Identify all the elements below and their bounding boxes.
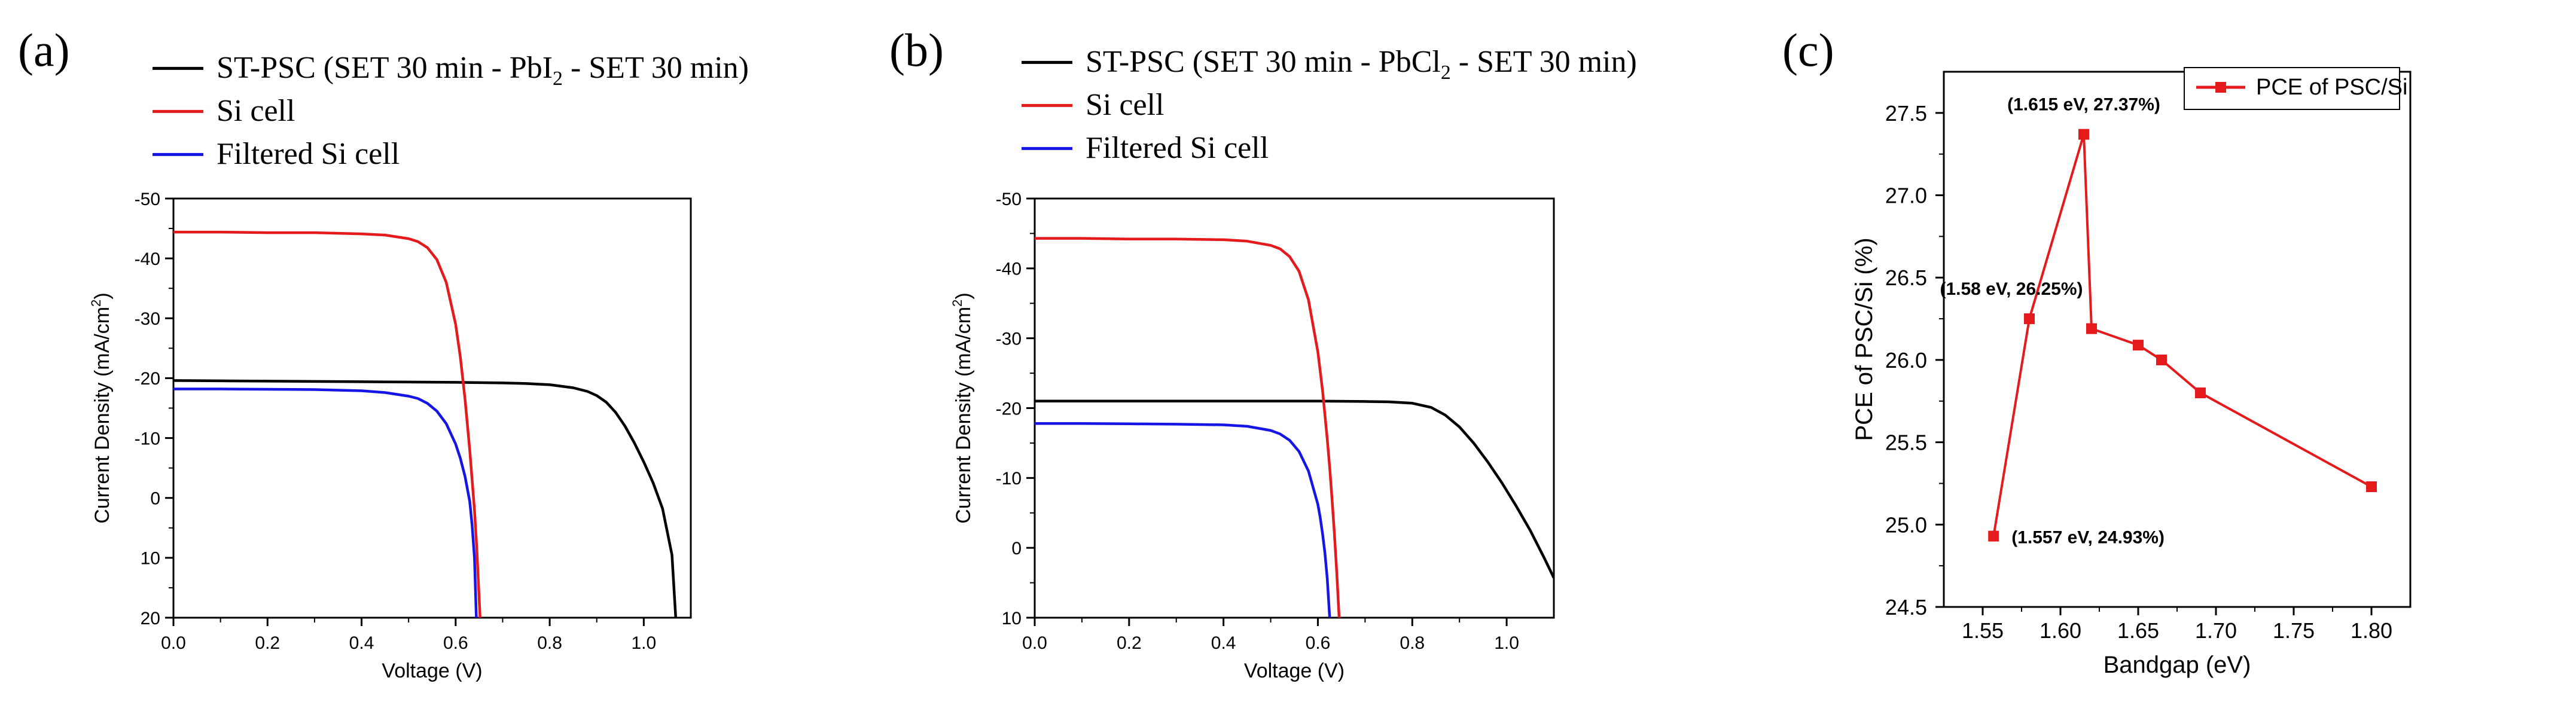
- legend-label: ST-PSC (SET 30 min - PbI2 - SET 30 min): [217, 51, 749, 90]
- legend-label-text: Si cell: [1086, 88, 1164, 122]
- x-tick-label: 0.6: [1306, 633, 1331, 653]
- y-axis-label: PCE of PSC/Si (%): [1851, 237, 1877, 441]
- y-tick-label: -20: [996, 399, 1022, 419]
- y-axis-label-end: ): [91, 292, 114, 299]
- y-axis-label-superscript: 2: [89, 300, 103, 307]
- data-point: [2195, 387, 2206, 398]
- chart-panel-0: (a) 0.0 0.2 0.4 0.6 0.8 1.0 -50 -40 -30 -20 -10 0 10 2…: [18, 24, 749, 682]
- legend-label: Filtered Si cell: [217, 137, 400, 171]
- legend-label: Si cell: [1086, 88, 1164, 122]
- y-axis-label-text: Current Density (mA/cm: [91, 307, 114, 524]
- x-axis-label: Voltage (V): [1244, 660, 1345, 682]
- legend-label-text: ST-PSC (SET 30 min - PbI: [217, 51, 553, 85]
- data-label: (1.557 eV, 24.93%): [2011, 528, 2165, 548]
- legend-marker: [2215, 82, 2226, 93]
- data-label: (1.615 eV, 27.37%): [2007, 95, 2160, 115]
- legend-label-text: Filtered Si cell: [1086, 131, 1269, 165]
- y-tick-label: 20: [141, 609, 160, 628]
- series-line-0: [1992, 133, 2372, 536]
- chart-panel-1: (b) 0.0 0.2 0.4 0.6 0.8 1.0 -50 -40 -30 -20 -10 0 10 V…: [889, 24, 1637, 682]
- data-point: [2366, 481, 2377, 492]
- x-tick-label: 1.60: [2040, 618, 2081, 643]
- data-point: [2133, 340, 2144, 351]
- y-tick-label: 24.5: [1885, 595, 1927, 619]
- legend-label-subscript: 2: [1441, 62, 1451, 84]
- y-tick-label: 10: [1002, 609, 1022, 628]
- y-axis-label: Current Density (mA/cm2): [950, 292, 975, 523]
- y-tick-label: 27.0: [1885, 183, 1927, 207]
- x-tick-label: 0.4: [349, 633, 374, 653]
- panel-label: (a): [18, 24, 70, 76]
- y-tick-label: -10: [996, 469, 1022, 489]
- panel-label: (c): [1782, 24, 1834, 76]
- x-tick-label: 1.70: [2195, 618, 2237, 643]
- legend-label: PCE of PSC/Si: [2256, 75, 2407, 100]
- legend-label: Filtered Si cell: [1086, 131, 1269, 165]
- x-tick-label: 1.0: [632, 633, 657, 653]
- series-line-2: [173, 387, 478, 618]
- x-axis-label: Voltage (V): [382, 660, 482, 682]
- x-tick-label: 1.65: [2117, 618, 2159, 643]
- y-tick-label: -40: [996, 260, 1022, 279]
- chart-panel-2: (c) 1.55 1.60 1.65 1.70 1.75 1.80 24.5 25.0 25.5 2…: [1782, 24, 2412, 678]
- data-point: [2086, 323, 2097, 334]
- y-tick-label: -50: [996, 190, 1022, 209]
- y-tick-label: -30: [135, 309, 160, 329]
- plot-frame: [1943, 71, 2412, 608]
- legend-label-tail: - SET 30 min): [1451, 45, 1637, 79]
- x-tick-label: 0.8: [537, 633, 562, 653]
- legend-label-text: Filtered Si cell: [217, 137, 400, 171]
- x-tick-label: 0.0: [1022, 633, 1047, 653]
- series-line-1: [1035, 237, 1341, 618]
- y-tick-label: -10: [135, 429, 160, 448]
- x-tick-label: 1.0: [1494, 633, 1519, 653]
- legend-label-text: Si cell: [217, 94, 295, 128]
- data-point: [2156, 354, 2167, 365]
- x-tick-label: 0.2: [1117, 633, 1142, 653]
- x-tick-label: 0.8: [1400, 633, 1425, 653]
- series-line-1: [173, 230, 481, 618]
- series-line-0: [1035, 399, 1554, 579]
- x-tick-label: 1.55: [1962, 618, 2004, 643]
- y-axis-label-text: Current Density (mA/cm: [952, 307, 975, 524]
- data-point: [2078, 129, 2089, 140]
- data-point: [2024, 313, 2035, 325]
- legend-label-text: ST-PSC (SET 30 min - PbCl: [1086, 45, 1441, 79]
- data-point: [1988, 530, 1999, 542]
- legend-label: Si cell: [217, 94, 295, 128]
- y-tick-label: 25.0: [1885, 512, 1927, 537]
- y-axis-label-superscript: 2: [950, 300, 965, 307]
- x-tick-label: 0.2: [255, 633, 280, 653]
- legend-label: ST-PSC (SET 30 min - PbCl2 - SET 30 min): [1086, 45, 1637, 84]
- x-tick-label: 1.80: [2351, 618, 2392, 643]
- y-tick-label: 26.5: [1885, 265, 1927, 290]
- y-tick-label: 10: [141, 549, 160, 569]
- series-line-2: [1035, 422, 1331, 618]
- legend-label-subscript: 2: [553, 68, 563, 90]
- x-tick-label: 0.6: [443, 633, 468, 653]
- y-tick-label: -20: [135, 369, 160, 389]
- x-tick-label: 1.75: [2273, 618, 2315, 643]
- series-line-0: [173, 379, 678, 618]
- y-axis-label: Current Density (mA/cm2): [89, 292, 114, 523]
- y-tick-label: -30: [996, 329, 1022, 349]
- x-axis-label: Bandgap (eV): [2104, 652, 2251, 678]
- data-label: (1.58 eV, 26.25%): [1940, 279, 2083, 299]
- y-tick-label: -50: [135, 190, 160, 209]
- y-tick-label: 27.5: [1885, 101, 1927, 126]
- x-tick-label: 0.0: [161, 633, 186, 653]
- legend-label-tail: - SET 30 min): [563, 51, 749, 85]
- y-tick-label: 26.0: [1885, 348, 1927, 373]
- y-tick-label: -40: [135, 249, 160, 269]
- y-tick-label: 0: [1011, 539, 1022, 558]
- y-axis-label-end: ): [952, 292, 975, 299]
- x-tick-label: 0.4: [1211, 633, 1236, 653]
- y-tick-label: 0: [150, 489, 160, 509]
- y-tick-label: 25.5: [1885, 431, 1927, 455]
- panel-label: (b): [889, 24, 944, 76]
